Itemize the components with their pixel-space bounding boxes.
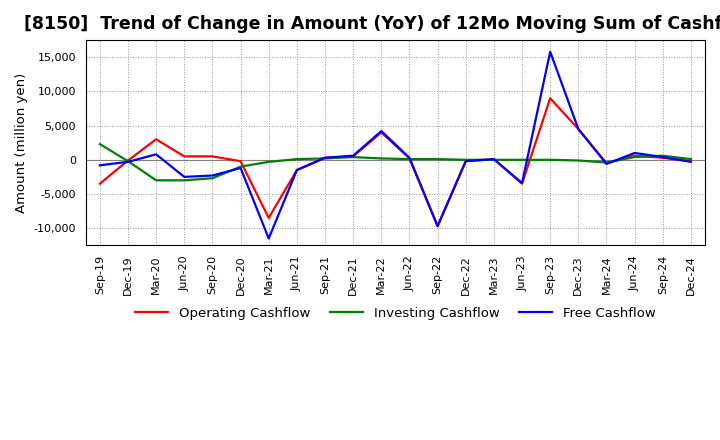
Investing Cashflow <box>208 176 217 181</box>
Investing Cashflow <box>292 157 301 162</box>
Investing Cashflow <box>349 154 358 160</box>
Operating Cashflow <box>433 224 442 229</box>
Free Cashflow <box>518 180 526 186</box>
Free Cashflow <box>546 49 554 55</box>
Free Cashflow <box>96 163 104 168</box>
Line: Investing Cashflow: Investing Cashflow <box>100 144 691 180</box>
Y-axis label: Amount (million yen): Amount (million yen) <box>15 73 28 213</box>
Investing Cashflow <box>659 153 667 158</box>
Operating Cashflow <box>180 154 189 159</box>
Free Cashflow <box>180 174 189 180</box>
Free Cashflow <box>320 155 329 161</box>
Free Cashflow <box>659 154 667 160</box>
Operating Cashflow <box>208 154 217 159</box>
Operating Cashflow <box>518 181 526 187</box>
Operating Cashflow <box>602 161 611 166</box>
Free Cashflow <box>124 159 132 165</box>
Operating Cashflow <box>152 137 161 142</box>
Operating Cashflow <box>659 155 667 161</box>
Operating Cashflow <box>687 158 696 164</box>
Investing Cashflow <box>320 156 329 161</box>
Investing Cashflow <box>602 160 611 165</box>
Title: [8150]  Trend of Change in Amount (YoY) of 12Mo Moving Sum of Cashflows: [8150] Trend of Change in Amount (YoY) o… <box>24 15 720 33</box>
Investing Cashflow <box>236 164 245 169</box>
Free Cashflow <box>433 224 442 229</box>
Operating Cashflow <box>264 215 273 220</box>
Free Cashflow <box>236 165 245 171</box>
Investing Cashflow <box>377 156 386 161</box>
Operating Cashflow <box>574 126 582 132</box>
Line: Free Cashflow: Free Cashflow <box>100 52 691 238</box>
Operating Cashflow <box>96 181 104 187</box>
Free Cashflow <box>208 173 217 178</box>
Free Cashflow <box>574 126 582 132</box>
Operating Cashflow <box>377 130 386 135</box>
Investing Cashflow <box>546 157 554 162</box>
Free Cashflow <box>462 158 470 164</box>
Free Cashflow <box>292 168 301 173</box>
Investing Cashflow <box>152 178 161 183</box>
Operating Cashflow <box>405 156 414 161</box>
Operating Cashflow <box>320 155 329 161</box>
Investing Cashflow <box>180 178 189 183</box>
Legend: Operating Cashflow, Investing Cashflow, Free Cashflow: Operating Cashflow, Investing Cashflow, … <box>130 301 661 325</box>
Investing Cashflow <box>433 157 442 162</box>
Investing Cashflow <box>405 157 414 162</box>
Investing Cashflow <box>490 157 498 162</box>
Free Cashflow <box>490 157 498 162</box>
Operating Cashflow <box>349 154 358 159</box>
Investing Cashflow <box>574 158 582 163</box>
Free Cashflow <box>687 159 696 165</box>
Investing Cashflow <box>124 158 132 164</box>
Operating Cashflow <box>490 157 498 162</box>
Investing Cashflow <box>630 154 639 160</box>
Operating Cashflow <box>124 158 132 163</box>
Free Cashflow <box>630 150 639 156</box>
Operating Cashflow <box>462 158 470 164</box>
Free Cashflow <box>377 128 386 134</box>
Operating Cashflow <box>236 158 245 164</box>
Investing Cashflow <box>687 157 696 162</box>
Free Cashflow <box>264 236 273 241</box>
Investing Cashflow <box>96 141 104 147</box>
Operating Cashflow <box>292 168 301 173</box>
Free Cashflow <box>405 155 414 161</box>
Free Cashflow <box>602 161 611 167</box>
Free Cashflow <box>349 153 358 158</box>
Operating Cashflow <box>630 153 639 158</box>
Operating Cashflow <box>546 95 554 101</box>
Line: Operating Cashflow: Operating Cashflow <box>100 98 691 226</box>
Free Cashflow <box>152 152 161 157</box>
Investing Cashflow <box>264 159 273 165</box>
Investing Cashflow <box>462 157 470 162</box>
Investing Cashflow <box>518 157 526 162</box>
